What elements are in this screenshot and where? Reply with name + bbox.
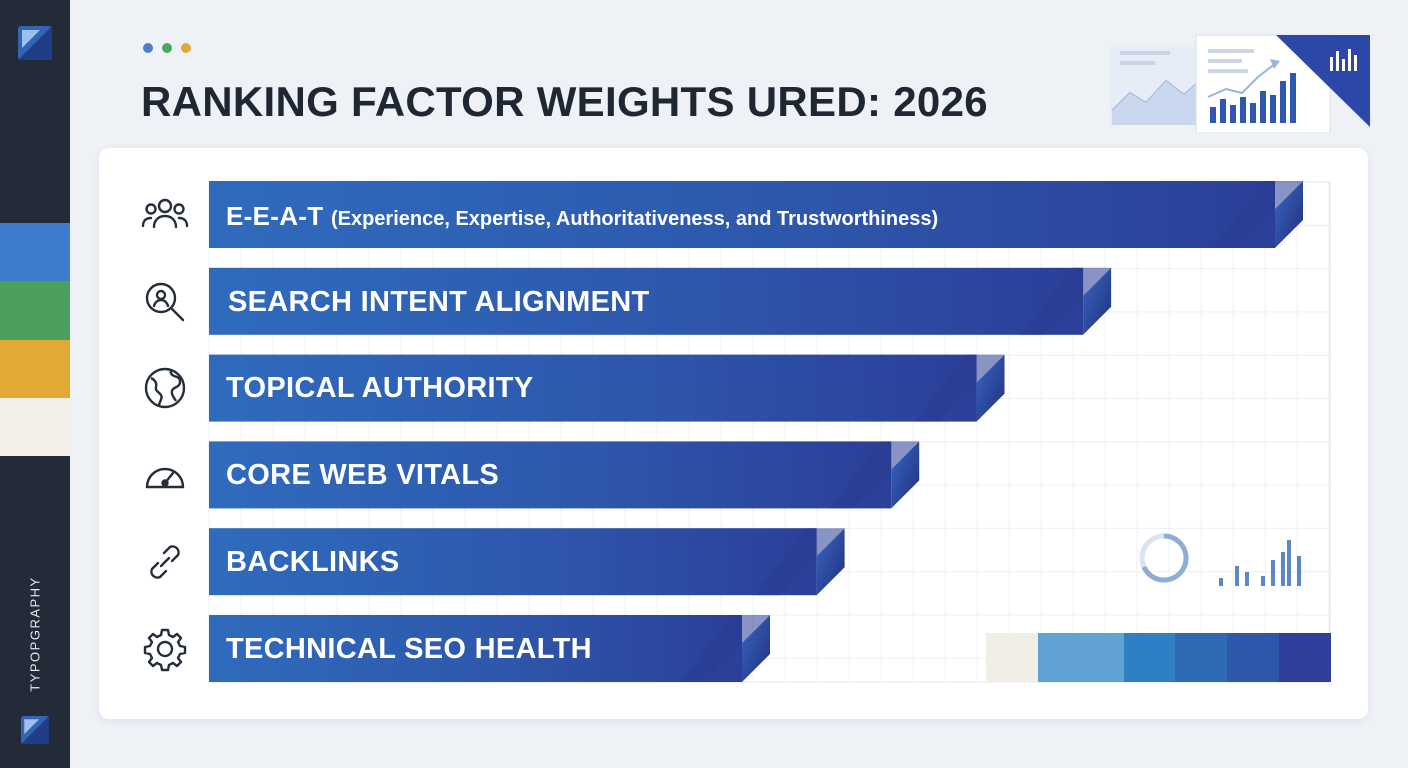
bar [209,528,845,596]
color-scale-strip [986,633,1331,682]
donut-icon [1139,533,1189,583]
bar [209,354,1005,422]
bar [209,441,920,509]
gauge-icon [139,449,191,501]
bar-label-search-intent: SEARCH INTENT ALIGNMENT [228,286,650,318]
header-dots [143,43,191,53]
bar-bevel [1021,267,1112,335]
bar [209,181,1303,248]
dot-green [162,43,172,53]
bar-label-backlinks: BACKLINKS [226,546,400,578]
rail-swatch-green [0,281,70,340]
bar-face [209,181,1275,248]
bar-bevel [754,528,845,596]
bar-cap [976,354,1005,422]
bar-cap [891,441,920,509]
dot-blue [143,43,153,53]
bar-label-eeat-name: E-E-A-T [226,201,324,231]
link-icon [139,536,191,588]
bar-label-technical-seo: TECHNICAL SEO HEALTH [226,633,592,665]
dot-amber [181,43,191,53]
brand-logo-icon [18,26,52,60]
bar-cap [1083,267,1112,335]
bar-label-eeat: E-E-A-T (Experience, Expertise, Authorit… [226,201,938,232]
bar-face [209,267,1084,335]
left-rail: TYPOPGRAPHY [0,0,70,768]
rail-swatch-amber [0,340,70,398]
bar-chart [209,181,1303,682]
mini-bar-icon [1219,540,1301,586]
bar-label-topical-authority: TOPICAL AUTHORITY [226,372,534,404]
bar-cap [742,615,770,682]
color-scale-swatch [986,633,1038,682]
decorative-dashboard-icon [1110,34,1370,133]
bar-face [209,615,742,682]
bar [209,267,1112,335]
page-title: RANKING FACTOR WEIGHTS URED: 2026 [141,78,988,125]
bar-cap [816,528,845,596]
gear-icon [139,623,191,675]
rail-swatch-cream [0,398,70,456]
bar [209,615,770,682]
brand-logo-small-icon [21,716,49,744]
color-scale-swatch [1038,633,1124,682]
bar-face [209,441,892,509]
bar-bevel [829,441,920,509]
bar-bevel [680,615,770,682]
globe-icon [139,362,191,414]
bar-cap [1275,181,1303,248]
people-icon [139,189,191,241]
chart-card: E-E-A-T (Experience, Expertise, Authorit… [99,148,1368,719]
rail-swatch-blue [0,223,70,281]
color-scale-swatch [1175,633,1227,682]
bar-label-core-web-vitals: CORE WEB VITALS [226,459,500,491]
rail-label: TYPOPGRAPHY [27,576,43,692]
bar-label-eeat-detail: (Experience, Expertise, Authoritativenes… [330,208,939,230]
search-person-icon [139,276,191,328]
bar-face [209,528,817,596]
color-scale-swatch [1124,633,1175,682]
bar-bevel [914,354,1005,422]
color-scale-swatch [1279,633,1331,682]
bar-face [209,354,977,422]
bar-bevel [1213,181,1303,248]
color-scale-swatch [1227,633,1279,682]
